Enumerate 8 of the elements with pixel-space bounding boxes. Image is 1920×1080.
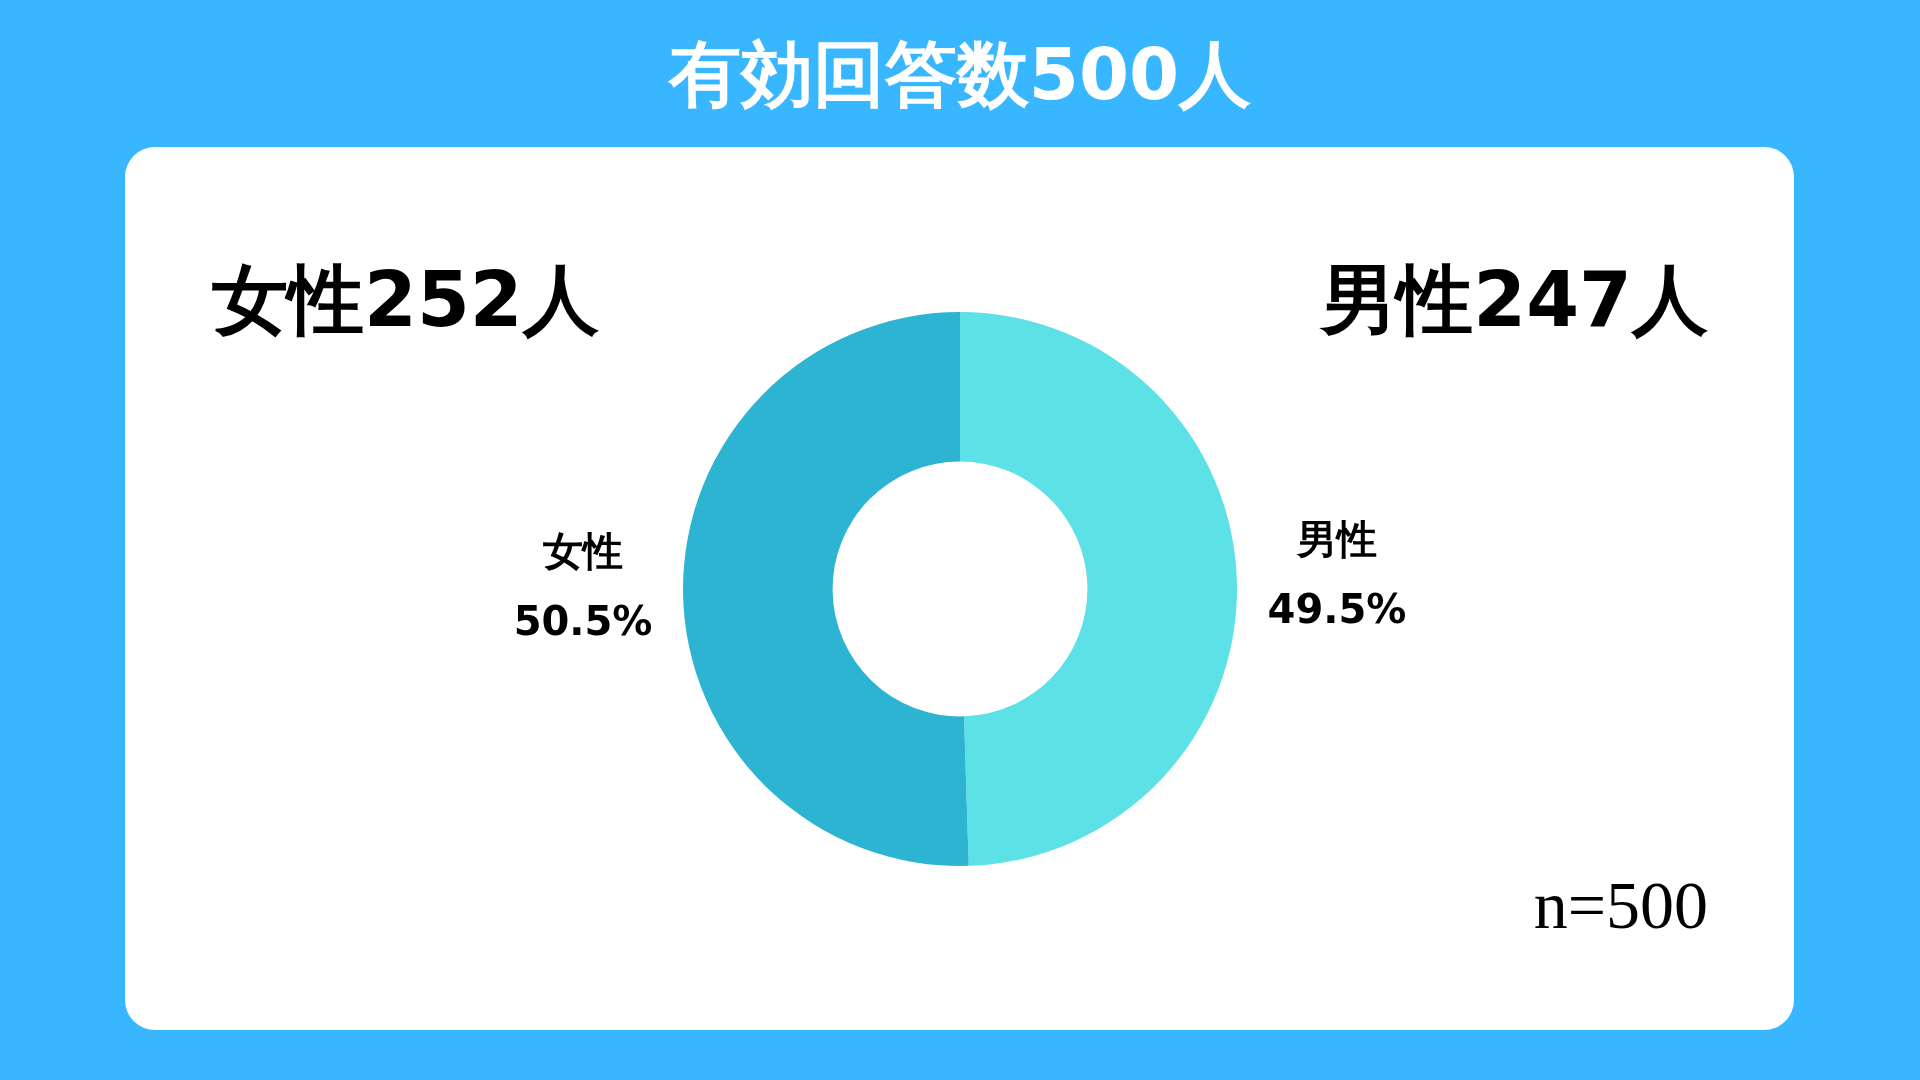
slice-label: 女性 [543,528,624,575]
data-label: 50.5% [513,598,653,645]
slice-label: 男性 [1295,516,1377,563]
chart-title: 有効回答数500人 [667,31,1253,118]
text: n=500 [1533,866,1708,945]
data-label: 49.5% [1267,586,1407,633]
text: 女性252人 [212,255,599,345]
text: 男性247人 [1321,255,1708,345]
